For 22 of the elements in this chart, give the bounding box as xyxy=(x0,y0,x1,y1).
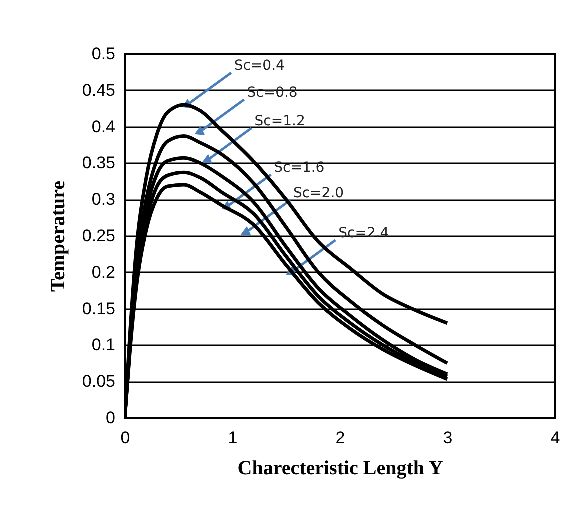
y-tick-label: 0.35 xyxy=(82,154,116,173)
y-tick-label: 0.15 xyxy=(82,299,116,318)
y-tick-label: 0.45 xyxy=(82,80,116,100)
y-axis-title: Temperature xyxy=(47,180,70,292)
x-tick-label: 3 xyxy=(443,428,453,448)
y-tick-label: 0.25 xyxy=(82,226,116,246)
x-tick-label: 0 xyxy=(120,428,130,448)
y-tick-label: 0.4 xyxy=(92,117,116,136)
x-tick-label: 2 xyxy=(336,428,346,448)
annotation: Sc=1.6 xyxy=(274,160,325,176)
x-tick-label: 4 xyxy=(550,428,560,448)
x-axis-title: Charecteristic Length Y xyxy=(238,458,444,480)
y-tick-label: 0.1 xyxy=(92,336,116,355)
annotation: Sc=0.4 xyxy=(234,58,286,74)
y-tick-label: 0.05 xyxy=(82,372,116,392)
y-tick-label: 0 xyxy=(106,408,116,428)
y-tick-label: 0.5 xyxy=(92,44,116,64)
y-tick-label: 0.2 xyxy=(92,262,116,282)
annotation: Sc=2.0 xyxy=(293,185,344,202)
annotation: Sc=1.2 xyxy=(254,113,306,130)
y-tick-label: 0.3 xyxy=(92,190,116,210)
x-tick-label: 1 xyxy=(228,428,238,448)
